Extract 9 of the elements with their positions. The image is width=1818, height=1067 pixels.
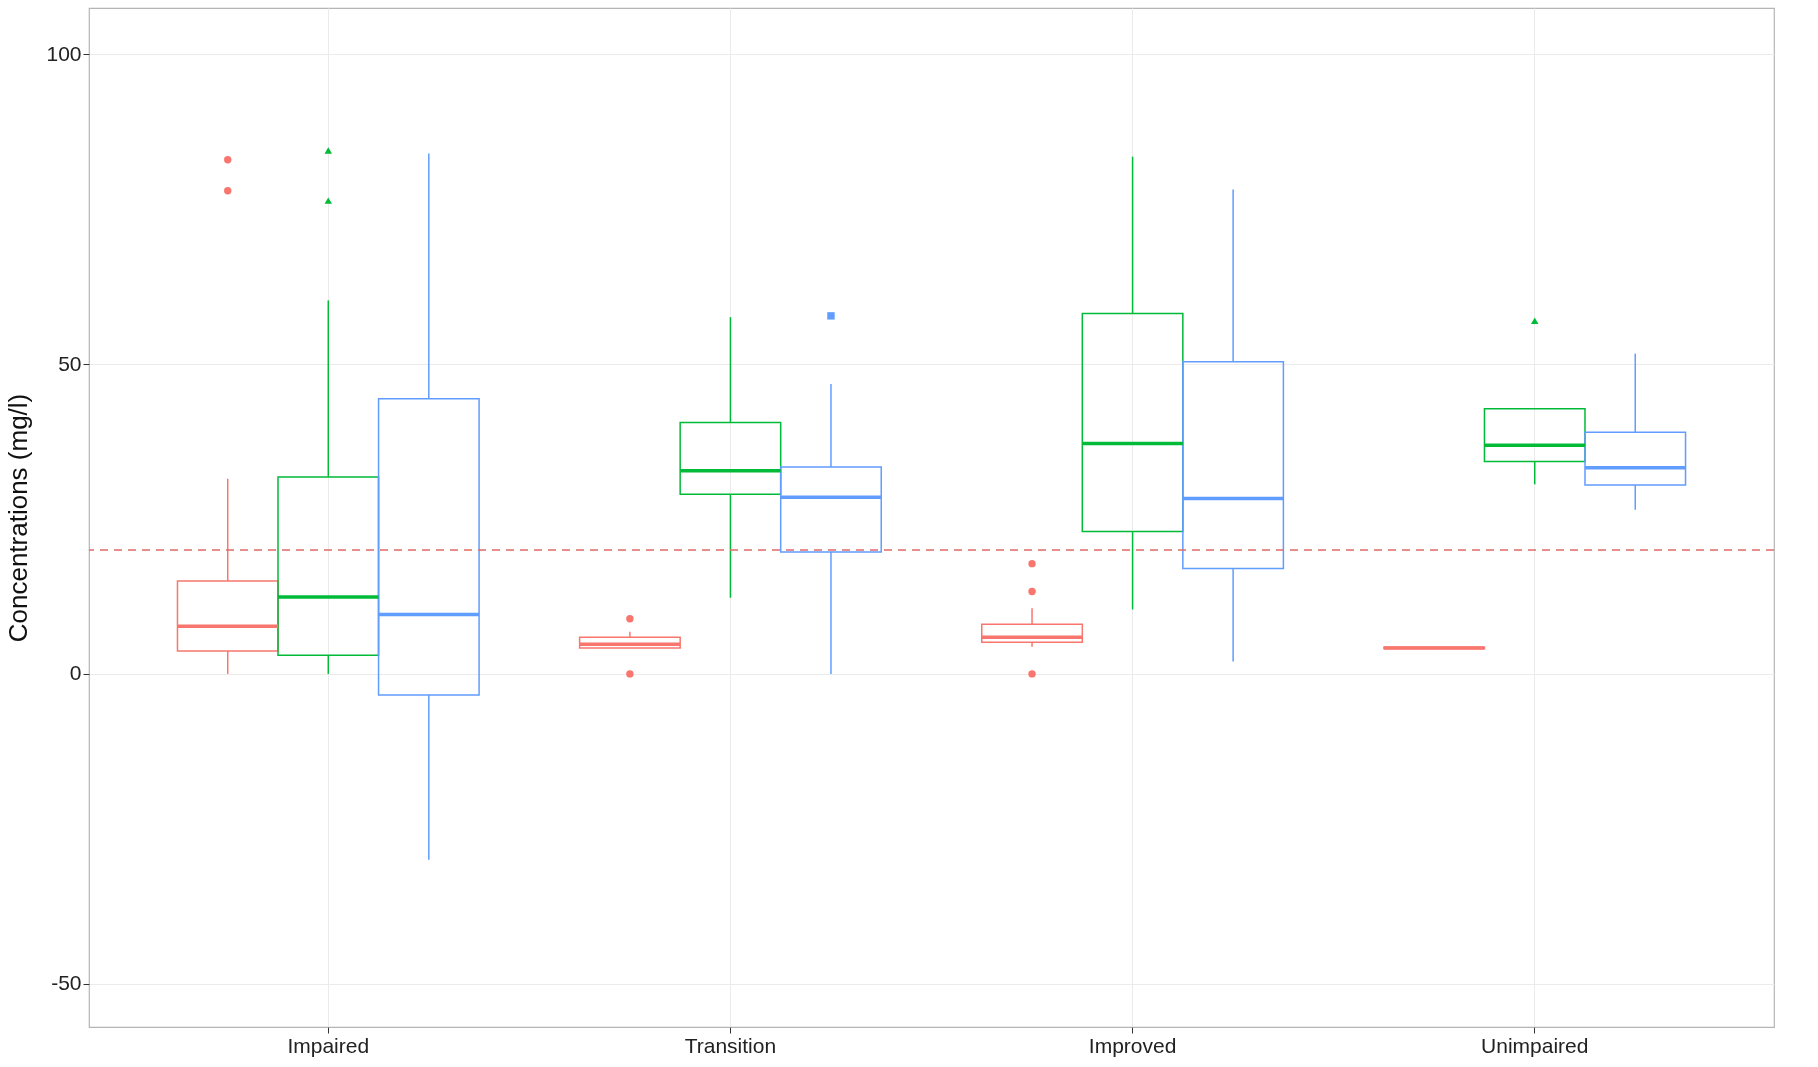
x-tick-label: Transition <box>684 1033 777 1057</box>
y-axis-title: Concentrations (mg/l) <box>3 393 34 643</box>
x-tick-label: Unimpaired <box>1481 1033 1589 1057</box>
y-tick-label: -50 <box>51 971 82 995</box>
y-tick-label: 0 <box>69 661 82 685</box>
x-tick-label: Impaired <box>287 1033 370 1057</box>
y-tick-label: 100 <box>46 41 82 65</box>
y-tick-label: 50 <box>58 351 82 375</box>
x-tick-label: Improved <box>1088 1033 1177 1057</box>
